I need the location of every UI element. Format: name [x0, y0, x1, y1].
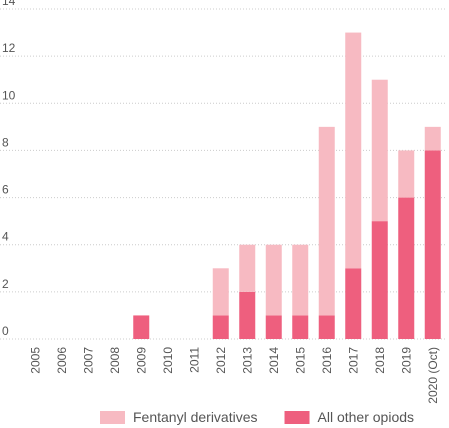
x-tick-label: 2006 [55, 347, 69, 374]
bar [398, 197, 415, 339]
x-tick-label: 2010 [161, 347, 175, 374]
legend-swatch [100, 411, 125, 424]
x-tick-label: 2019 [399, 347, 413, 374]
x-tick-label: 2014 [267, 347, 281, 374]
bar [265, 315, 282, 339]
bar [371, 79, 388, 222]
y-tick-label: 14 [2, 0, 16, 8]
y-tick-label: 4 [2, 230, 9, 244]
x-tick-label: 2005 [28, 347, 42, 374]
bar [345, 32, 362, 269]
bar [424, 150, 441, 339]
y-tick-label: 8 [2, 135, 9, 149]
bar [239, 244, 256, 292]
y-tick-label: 12 [2, 41, 16, 55]
x-tick-label: 2007 [81, 347, 95, 374]
y-tick-label: 6 [2, 183, 9, 197]
x-tick-label: 2016 [320, 347, 334, 374]
bar [212, 315, 229, 339]
x-tick-label: 2011 [187, 347, 201, 373]
legend-swatch [284, 411, 310, 424]
bar [212, 268, 229, 316]
legend-label: All other opiods [318, 409, 415, 425]
y-tick-label: 2 [2, 277, 9, 291]
bar [318, 126, 335, 316]
x-tick-label: 2009 [134, 347, 148, 374]
bar [398, 150, 415, 198]
y-tick-label: 0 [2, 324, 9, 338]
bar [239, 291, 256, 339]
x-tick-label: 2020 (Oct) [426, 347, 440, 404]
bar [265, 244, 282, 316]
legend-label: Fentanyl derivatives [133, 409, 258, 425]
bar [424, 126, 441, 151]
x-tick-label: 2008 [108, 347, 122, 374]
bar [318, 315, 335, 339]
bar [371, 221, 388, 339]
x-tick-label: 2017 [346, 347, 360, 374]
x-tick-label: 2015 [293, 347, 307, 374]
x-tick-label: 2012 [214, 347, 228, 374]
bar [345, 268, 362, 339]
y-tick-label: 10 [2, 88, 16, 102]
bar [292, 244, 309, 316]
x-tick-label: 2018 [373, 347, 387, 374]
bar [133, 315, 150, 339]
x-tick-label: 2013 [240, 347, 254, 374]
bar [292, 315, 309, 339]
